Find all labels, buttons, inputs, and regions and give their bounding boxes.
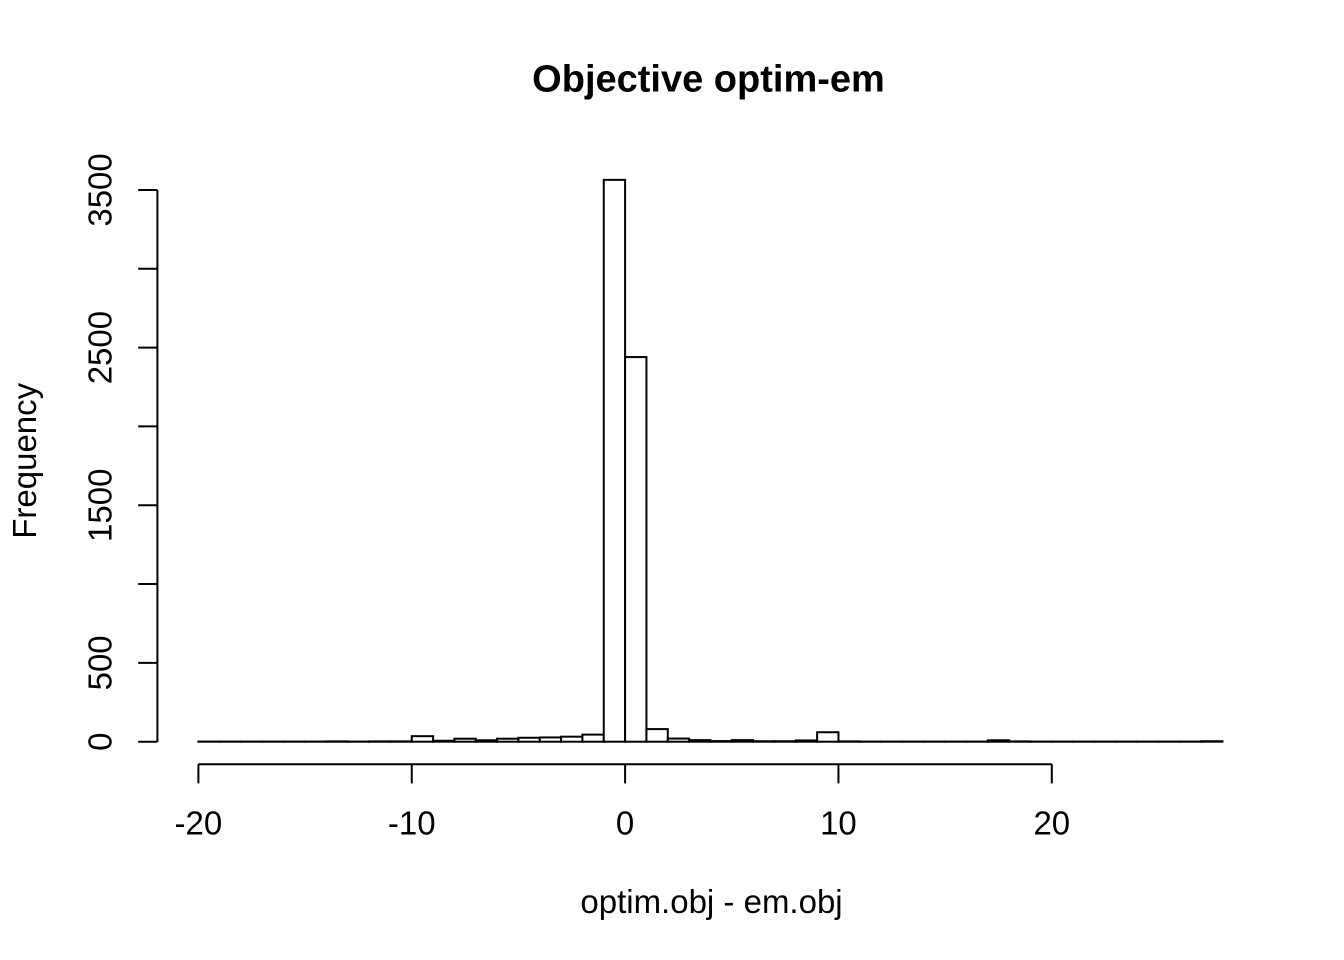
svg-text:-20: -20 bbox=[175, 805, 223, 842]
svg-text:0: 0 bbox=[616, 805, 634, 842]
svg-text:3500: 3500 bbox=[82, 153, 119, 226]
svg-text:500: 500 bbox=[82, 635, 119, 690]
svg-text:20: 20 bbox=[1033, 805, 1070, 842]
svg-text:Frequency: Frequency bbox=[6, 382, 43, 538]
svg-text:optim.obj - em.obj: optim.obj - em.obj bbox=[580, 883, 842, 920]
svg-text:0: 0 bbox=[82, 733, 119, 751]
svg-text:Objective optim-em: Objective optim-em bbox=[532, 59, 885, 101]
svg-text:1500: 1500 bbox=[82, 469, 119, 542]
svg-text:-10: -10 bbox=[388, 805, 436, 842]
svg-text:10: 10 bbox=[820, 805, 857, 842]
svg-text:2500: 2500 bbox=[82, 311, 119, 384]
